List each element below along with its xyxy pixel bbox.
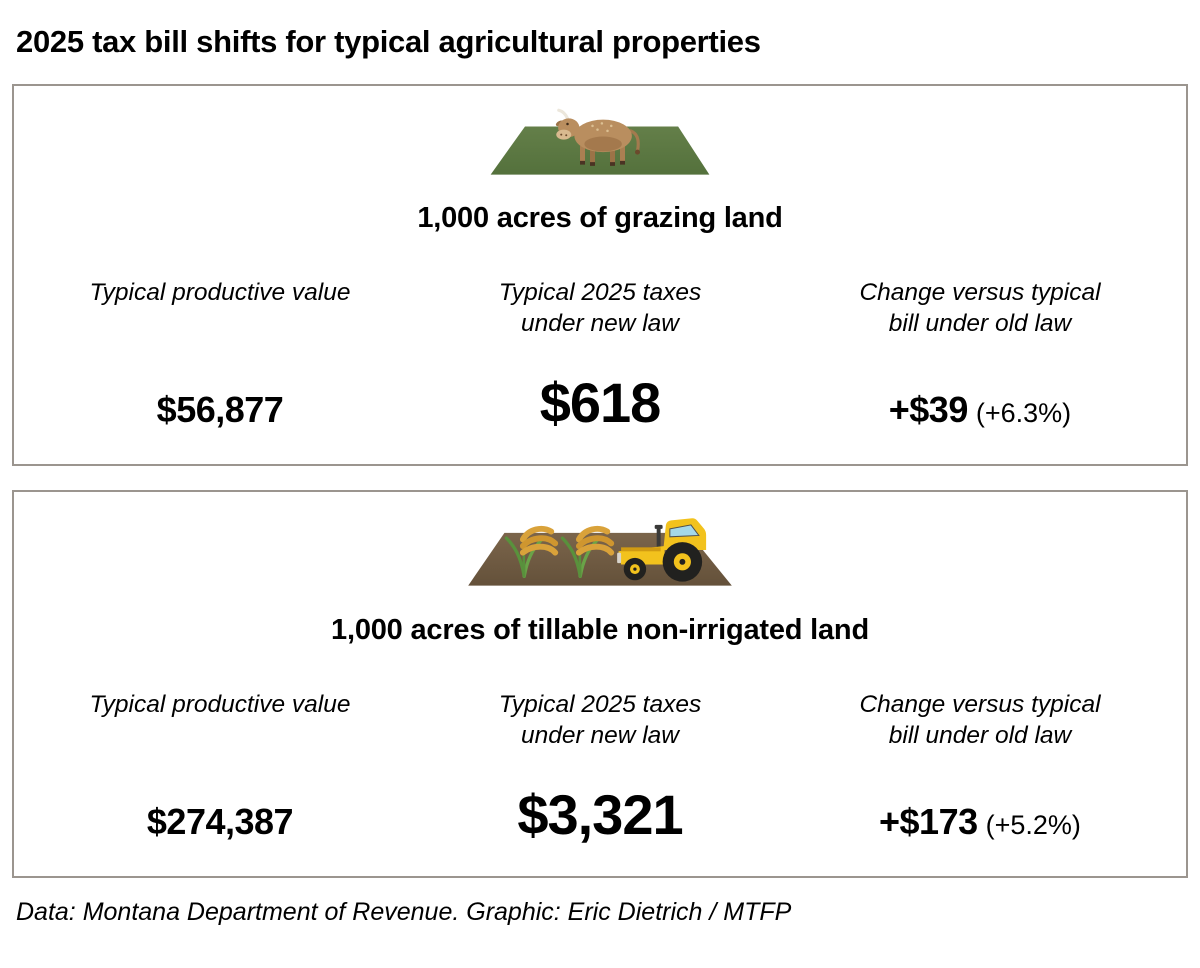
panel-title-tillable: 1,000 acres of tillable non-irrigated la… — [331, 613, 869, 646]
change-value: +$173 (+5.2%) — [879, 801, 1081, 843]
label-new-law-taxes: Typical 2025 taxes under new law — [498, 690, 702, 750]
wheat-icon — [504, 525, 559, 578]
page-title: 2025 tax bill shifts for typical agricul… — [16, 24, 761, 59]
tillable-land-panel: 1,000 acres of tillable non-irrigated la… — [12, 489, 1188, 878]
change-value: +$39 (+6.3%) — [888, 389, 1072, 431]
new-law-taxes-value: $618 — [539, 371, 662, 435]
cow-on-grazing-field-icon — [490, 108, 710, 175]
values-row: $274,387 $3,321 +$173 (+5.2%) — [14, 782, 1186, 847]
wheat-icon — [560, 525, 615, 578]
values-row: $56,877 $618 +$39 (+6.3%) — [14, 370, 1186, 435]
grazing-land-panel: 1,000 acres of grazing land Typical prod… — [12, 83, 1188, 466]
label-new-law-taxes: Typical 2025 taxes under new law — [498, 278, 702, 338]
productive-value: $56,877 — [156, 389, 284, 431]
new-law-taxes-value: $3,321 — [517, 783, 683, 847]
column-labels-row: Typical productive value Typical 2025 ta… — [14, 277, 1186, 341]
wheat-and-tractor-on-field-icon — [468, 517, 732, 586]
cow-icon — [555, 108, 640, 166]
panel-title-grazing: 1,000 acres of grazing land — [417, 201, 783, 234]
label-change-vs-old-law: Change versus typical bill under old law — [859, 690, 1101, 750]
tractor-icon — [617, 517, 707, 582]
label-productive-value: Typical productive value — [89, 690, 351, 718]
source-credit: Data: Montana Department of Revenue. Gra… — [16, 897, 792, 926]
grazing-field-illustration — [14, 98, 1186, 180]
column-labels-row: Typical productive value Typical 2025 ta… — [14, 689, 1186, 753]
tillable-field-illustration — [14, 504, 1186, 592]
productive-value: $274,387 — [146, 801, 294, 843]
label-change-vs-old-law: Change versus typical bill under old law — [859, 278, 1101, 338]
label-productive-value: Typical productive value — [89, 278, 351, 306]
